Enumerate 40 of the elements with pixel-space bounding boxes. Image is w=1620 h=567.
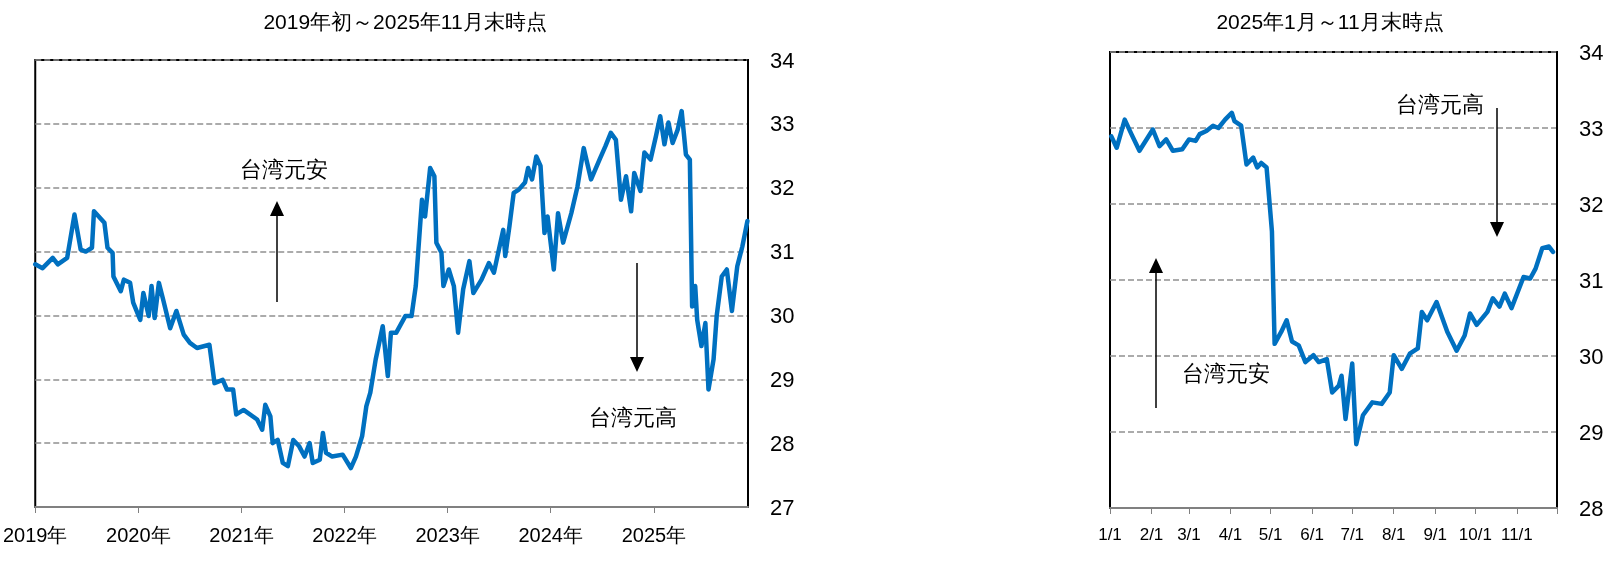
y-tick-label: 34: [770, 47, 795, 73]
y-tick-label: 31: [770, 239, 795, 265]
y-tick-label: 27: [770, 494, 795, 520]
x-tick-label: 6/1: [1300, 525, 1324, 544]
x-tick-label: 4/1: [1218, 525, 1243, 544]
y-tick-label: 31: [1579, 267, 1604, 293]
x-tick-label: 11/1: [1500, 525, 1533, 544]
x-tick-label: 2024年: [518, 524, 583, 546]
x-tick-label: 3/1: [1177, 525, 1201, 544]
y-tick-label: 30: [770, 302, 795, 328]
annotation: 台湾元安: [240, 156, 328, 184]
x-tick-label: 2023年: [415, 524, 480, 546]
x-tick-label: 2021年: [209, 524, 274, 546]
x-tick-label: 8/1: [1381, 525, 1406, 544]
x-tick-label: 7/1: [1340, 525, 1365, 544]
x-tick-label: 2022年: [312, 524, 377, 546]
annotation: 台湾元高: [589, 404, 677, 432]
x-tick-label: 1/1: [1098, 525, 1122, 544]
y-tick-label: 29: [770, 366, 795, 392]
line-series: [33, 108, 750, 471]
y-tick-label: 32: [1579, 191, 1604, 217]
y-tick-label: 29: [1579, 419, 1604, 445]
annotation: 台湾元高: [1396, 91, 1484, 119]
y-tick-label: 34: [1579, 39, 1604, 65]
y-tick-label: 33: [770, 111, 795, 137]
y-tick-label: 28: [1579, 495, 1604, 521]
chart-title: 2025年1月～11月末時点: [1216, 10, 1444, 33]
x-tick-label: 2025年: [621, 524, 687, 546]
y-tick-label: 32: [770, 175, 795, 201]
x-tick-label: 2020年: [106, 524, 171, 546]
x-tick-label: 9/1: [1423, 525, 1448, 544]
annotation: 台湾元安: [1182, 360, 1270, 388]
chart-title: 2019年初～2025年11月末時点: [263, 10, 547, 33]
x-tick-label: 10/1: [1458, 525, 1492, 544]
x-tick-label: 2/1: [1139, 525, 1164, 544]
x-tick-label: 2019年: [3, 524, 68, 546]
y-tick-label: 33: [1579, 115, 1604, 141]
y-tick-label: 30: [1579, 343, 1604, 369]
y-tick-label: 28: [770, 430, 795, 456]
x-tick-label: 5/1: [1258, 525, 1283, 544]
